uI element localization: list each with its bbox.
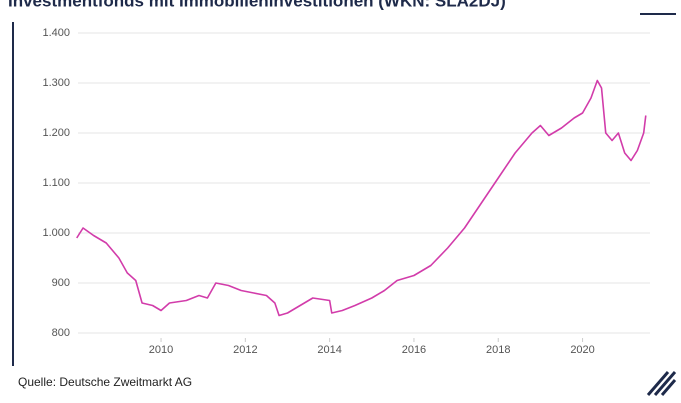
x-tick-label: 2012 (233, 344, 257, 356)
x-tick-label: 2020 (570, 344, 594, 356)
y-tick-label: 1.300 (42, 77, 70, 89)
data-line (76, 79, 647, 317)
x-tick-label: 2010 (149, 344, 173, 356)
y-tick-label: 1.200 (42, 127, 70, 139)
y-tick-label: 900 (52, 277, 70, 289)
y-tick-label: 1.100 (42, 177, 70, 189)
y-tick-label: 800 (52, 327, 70, 339)
x-tick-label: 2014 (317, 344, 341, 356)
x-tick-label: 2018 (486, 344, 510, 356)
source-note: Quelle: Deutsche Zweitmarkt AG (18, 375, 192, 389)
x-tick-label: 2016 (402, 344, 426, 356)
logo (646, 371, 677, 396)
y-tick-label: 1.000 (42, 227, 70, 239)
chart-title: Investmentfonds mit Immobilieninvestitio… (8, 0, 506, 10)
y-tick-label: 1.400 (42, 27, 70, 39)
